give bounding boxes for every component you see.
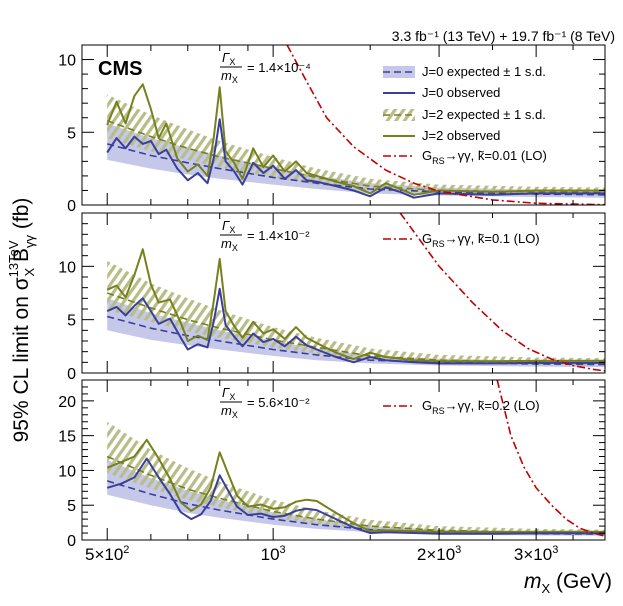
width-numerator: ΓX (222, 385, 235, 402)
width-denominator: mX (221, 236, 238, 253)
plot-area-top (106, 45, 605, 205)
panel-frame (81, 44, 606, 206)
j0-expected-band (107, 298, 605, 368)
y-tick-label: 5 (67, 125, 76, 142)
panel-frame (81, 379, 606, 541)
cms-label: CMS (98, 58, 142, 80)
j2-expected-band (107, 421, 605, 535)
x-tick-label: 103 (261, 544, 286, 564)
legend-j0-observed: J=0 observed (422, 85, 500, 100)
j0-expected-band (107, 123, 605, 198)
j0-observed-line (106, 457, 605, 535)
x-tick-label: 5×102 (85, 544, 129, 564)
x-tick-label: 2×103 (417, 544, 461, 564)
y-tick-label: 0 (67, 198, 76, 215)
legend-j0-expected: J=0 expected ± 1 s.d. (422, 64, 546, 79)
y-axis-title: 95% CL limit on σ13TeVX Bγγ (fb) (6, 198, 37, 443)
j2-observed-line (106, 83, 605, 196)
j2-observed-line (106, 438, 605, 533)
width-value: = 1.4×10⁻⁴ (247, 60, 311, 75)
width-numerator: ΓX (222, 50, 235, 67)
y-tick-label: 0 (67, 533, 76, 550)
width-value: = 5.6×10⁻² (247, 395, 310, 410)
legend-j2-expected: J=2 expected ± 1 s.d. (422, 107, 546, 122)
graviton-line (399, 213, 605, 372)
legend-middle: GRS→γγ, k̃=0.1 (LO) (383, 231, 540, 249)
luminosity-label: 3.3 fb⁻¹ (13 TeV) + 19.7 fb⁻¹ (8 TeV) (392, 28, 615, 44)
y-tick-label: 15 (58, 429, 76, 446)
legend-bottom: GRS→γγ, k̃=0.2 (LO) (383, 398, 540, 416)
width-value: = 1.4×10⁻² (247, 228, 310, 243)
plot-area-middle (106, 213, 605, 372)
y-tick-label: 10 (58, 463, 76, 480)
legend-graviton: GRS→γγ, k̃=0.1 (LO) (422, 231, 540, 249)
width-denominator: mX (221, 68, 238, 85)
y-tick-label: 10 (58, 259, 76, 276)
y-tick-label: 5 (67, 313, 76, 330)
y-tick-label: 5 (67, 498, 76, 515)
y-tick-label: 0 (67, 366, 76, 383)
graviton-line (496, 380, 605, 537)
x-axis-title: mX (GeV) (524, 570, 612, 596)
y-tick-label: 10 (58, 53, 76, 70)
legend-top: J=0 expected ± 1 s.d. J=0 observed J=2 exp… (383, 64, 547, 166)
legend-graviton: GRS→γγ, k̃=0.01 (LO) (422, 148, 547, 166)
legend-j2-observed: J=2 observed (422, 128, 500, 143)
legend-graviton: GRS→γγ, k̃=0.2 (LO) (422, 398, 540, 416)
x-tick-label: 3×103 (514, 544, 558, 564)
plot-area-bottom (106, 380, 605, 537)
j0-observed-line (106, 287, 605, 365)
width-denominator: mX (221, 403, 238, 420)
y-tick-label: 20 (58, 394, 76, 411)
graviton-line (286, 45, 605, 205)
j2-expected-band (107, 261, 605, 366)
width-numerator: ΓX (222, 218, 235, 235)
j2-expected-band (107, 94, 605, 196)
j0-observed-line (106, 118, 605, 199)
j0-expected-line (106, 315, 605, 366)
x-tick-labels: 5×102 103 2×103 3×103 (85, 544, 558, 564)
j0-expected-line (106, 143, 605, 196)
j2-observed-line (106, 248, 605, 363)
panel-frame (81, 212, 606, 374)
j0-expected-band (107, 460, 605, 536)
